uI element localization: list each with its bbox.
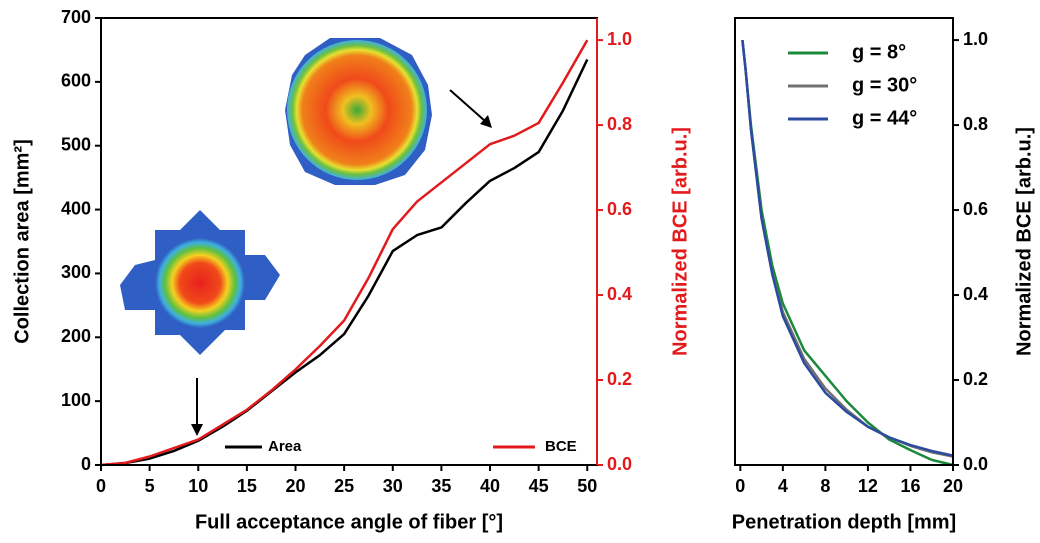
y-tick-label: 600 xyxy=(61,71,91,91)
series-line xyxy=(741,39,954,467)
y2-tick-label: 0.4 xyxy=(607,284,632,304)
inset-highangle-core xyxy=(287,40,427,180)
x-tick-label: 50 xyxy=(577,476,597,496)
y-axis-label: Normalized BCE [arb.u.] xyxy=(1013,127,1035,356)
x-tick-label: 0 xyxy=(96,476,106,496)
series-line xyxy=(741,39,954,458)
legend-label: g = 8° xyxy=(852,41,906,63)
x-tick-label: 40 xyxy=(480,476,500,496)
inset-lowangle-core xyxy=(155,238,245,328)
legend-label: BCE xyxy=(545,438,577,455)
arrowhead xyxy=(480,115,492,128)
series-line xyxy=(100,39,589,467)
y-tick-label: 700 xyxy=(61,7,91,27)
plot-frame xyxy=(734,17,954,466)
x-tick-label: 25 xyxy=(334,476,354,496)
x-tick-label: 4 xyxy=(778,476,788,496)
x-axis-label: Penetration depth [mm] xyxy=(732,511,956,533)
y-tick-label: 0.6 xyxy=(963,199,988,219)
series-line xyxy=(100,58,589,467)
panel: 0 4 8 12 16 200.0 0.2 0.4 0.6 0.8 1.0 g = 8° g = 30°… xyxy=(732,17,1035,533)
y-axis-label: Collection area [mm²] xyxy=(11,139,33,343)
y-tick-label: 0.4 xyxy=(963,284,988,304)
y-tick-label: 0.8 xyxy=(963,114,988,134)
y-tick-label: 1.0 xyxy=(963,29,988,49)
y2-tick-label: 0.8 xyxy=(607,114,632,134)
arrowhead xyxy=(191,424,203,436)
x-tick-label: 10 xyxy=(188,476,208,496)
y2-tick-label: 0.0 xyxy=(607,454,632,474)
y-tick-label: 0 xyxy=(81,454,91,474)
y2-tick-label: 0.6 xyxy=(607,199,632,219)
legend-label: g = 44° xyxy=(852,107,917,129)
arrow xyxy=(449,89,486,122)
y2-tick-label: 1.0 xyxy=(607,29,632,49)
x-tick-label: 16 xyxy=(900,476,920,496)
y-tick-label: 300 xyxy=(61,262,91,282)
x-tick-label: 12 xyxy=(858,476,878,496)
y-tick-label: 400 xyxy=(61,198,91,218)
x-tick-label: 20 xyxy=(285,476,305,496)
y-tick-label: 0.0 xyxy=(963,454,988,474)
x-tick-label: 35 xyxy=(431,476,451,496)
series-line xyxy=(741,39,954,457)
x-tick-label: 15 xyxy=(237,476,257,496)
y2-tick-label: 0.2 xyxy=(607,369,632,389)
x-axis-label: Full acceptance angle of fiber [°] xyxy=(195,511,503,533)
x-tick-label: 30 xyxy=(383,476,403,496)
legend-label: g = 30° xyxy=(852,74,917,96)
x-tick-label: 5 xyxy=(145,476,155,496)
inset-images xyxy=(120,38,492,436)
y-tick-label: 200 xyxy=(61,326,91,346)
y2-axis-label: Normalized BCE [arb.u.] xyxy=(669,127,691,356)
x-tick-label: 20 xyxy=(943,476,963,496)
panel: 0 5 10 15 20 25 30 35 40 45 5001002003004005006007… xyxy=(11,7,691,534)
x-tick-label: 0 xyxy=(735,476,745,496)
y-tick-label: 500 xyxy=(61,134,91,154)
x-tick-label: 8 xyxy=(820,476,830,496)
y-tick-label: 0.2 xyxy=(963,369,988,389)
y-tick-label: 100 xyxy=(61,390,91,410)
x-tick-label: 45 xyxy=(529,476,549,496)
legend-label: Area xyxy=(268,438,302,455)
